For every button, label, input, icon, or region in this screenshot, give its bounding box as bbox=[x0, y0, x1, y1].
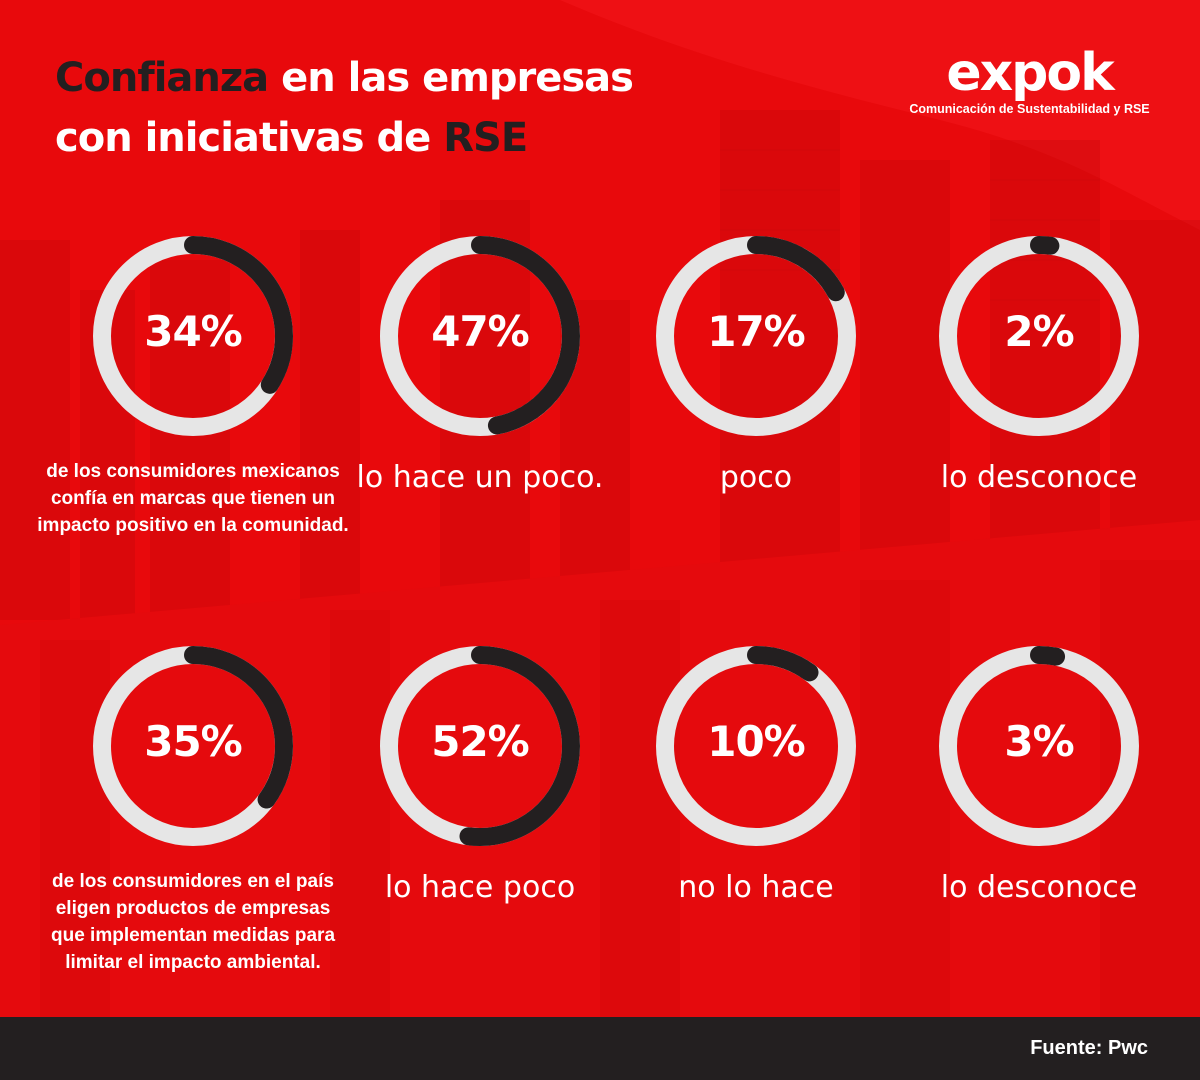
stat-description: lo desconoce bbox=[940, 870, 1138, 905]
source-credit: Fuente: Pwc bbox=[1030, 1037, 1148, 1059]
ring-progress-arc bbox=[380, 646, 580, 846]
stat-percentage: 10% bbox=[707, 717, 806, 766]
logo-tagline: Comunicación de Sustentabilidad y RSE bbox=[909, 102, 1150, 116]
expok-logo: expok Comunicación de Sustentabilidad y … bbox=[907, 46, 1152, 116]
stat-description: no lo hace bbox=[678, 870, 834, 905]
stat-description: poco bbox=[719, 460, 793, 495]
title-line2-start: con iniciativas de bbox=[55, 115, 444, 161]
progress-ring bbox=[87, 230, 299, 442]
stat-percentage: 17% bbox=[707, 307, 806, 356]
ring-svg bbox=[939, 236, 1139, 436]
ring-progress-arc bbox=[939, 236, 1139, 436]
ring-progress-arc bbox=[93, 646, 293, 846]
stat-description: de los consumidores en el país eligen pr… bbox=[50, 871, 336, 973]
ring-svg bbox=[939, 646, 1139, 846]
progress-ring bbox=[87, 640, 299, 852]
stat-percentage: 52% bbox=[431, 717, 530, 766]
ring-progress-arc bbox=[380, 236, 580, 436]
ring-progress-arc bbox=[939, 646, 1139, 846]
progress-ring bbox=[933, 640, 1145, 852]
stat-description: lo desconoce bbox=[940, 460, 1138, 495]
stat-percentage: 47% bbox=[431, 307, 530, 356]
stat-percentage: 2% bbox=[1004, 307, 1074, 356]
ring-svg bbox=[93, 646, 293, 846]
title-highlight-confianza: Confianza bbox=[55, 55, 269, 101]
page-title: Confianza en las empresas con iniciativa… bbox=[55, 48, 634, 168]
title-highlight-rse: RSE bbox=[443, 115, 528, 161]
ring-svg bbox=[93, 236, 293, 436]
ring-progress-arc bbox=[93, 236, 293, 436]
stat-percentage: 34% bbox=[144, 307, 243, 356]
stat-description: de los consumidores mexicanos confía en … bbox=[37, 461, 349, 536]
ring-svg bbox=[656, 646, 856, 846]
progress-ring bbox=[650, 230, 862, 442]
ring-progress-arc bbox=[656, 236, 856, 436]
footer-bar: Fuente: Pwc bbox=[0, 1017, 1200, 1080]
stat-percentage: 35% bbox=[144, 717, 243, 766]
ring-svg bbox=[380, 236, 580, 436]
logo-wordmark: expok bbox=[946, 43, 1114, 103]
stat-description: lo hace un poco. bbox=[356, 460, 604, 495]
progress-ring bbox=[650, 640, 862, 852]
progress-ring bbox=[374, 640, 586, 852]
ring-progress-arc bbox=[656, 646, 856, 846]
stat-description: lo hace poco bbox=[384, 870, 576, 905]
ring-svg bbox=[380, 646, 580, 846]
stat-percentage: 3% bbox=[1004, 717, 1074, 766]
ring-svg bbox=[656, 236, 856, 436]
progress-ring bbox=[933, 230, 1145, 442]
title-line1-rest: en las empresas bbox=[268, 55, 634, 101]
progress-ring bbox=[374, 230, 586, 442]
